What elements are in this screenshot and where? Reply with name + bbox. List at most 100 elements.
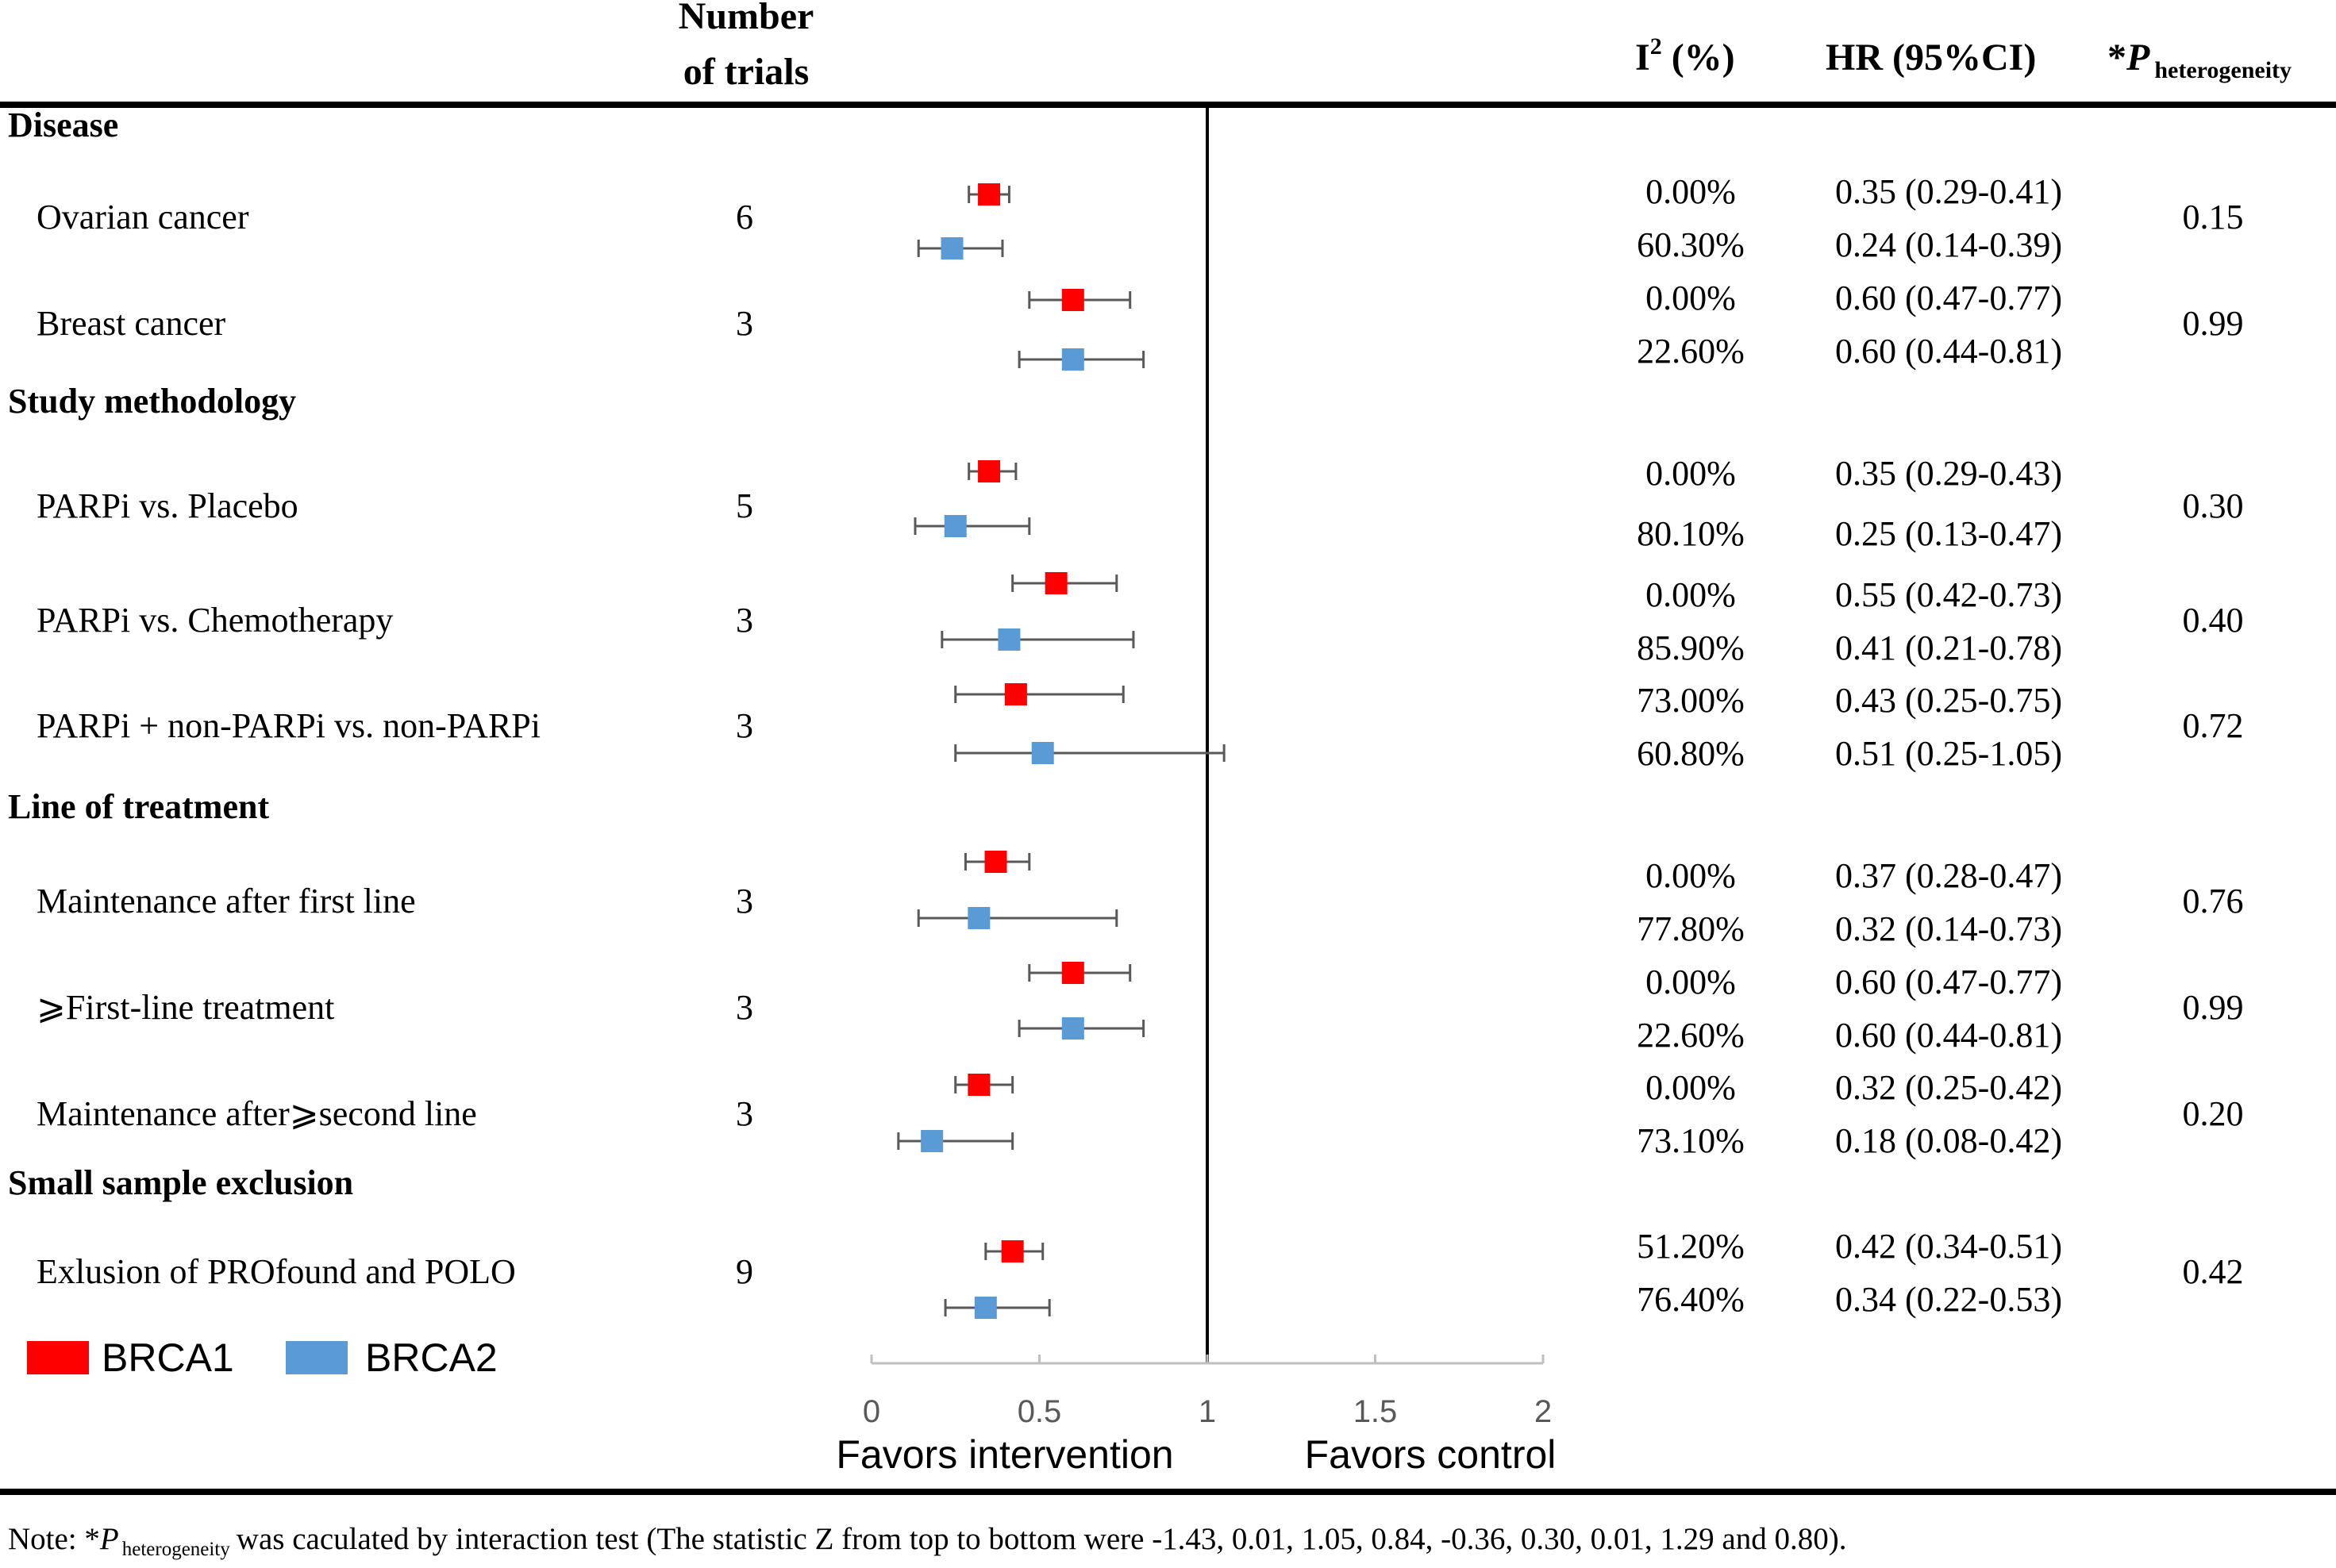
brca2-i2-value: 60.30% [1637, 225, 1745, 264]
brca2-hr-ci: 0.24 (0.14-0.39) [1835, 225, 2062, 264]
brca2-hr-marker [944, 515, 967, 537]
footnote: Note: *P heterogeneity was caculated by in… [8, 1522, 1846, 1560]
footnote-p-letter: P [99, 1522, 119, 1556]
brca2-hr-marker [1061, 1017, 1084, 1040]
brca2-hr-ci: 0.32 (0.14-0.73) [1835, 909, 2062, 948]
brca2-hr-ci: 0.41 (0.21-0.78) [1835, 628, 2062, 667]
group-heading: Study methodology [8, 382, 296, 421]
x-tick-label: 0.5 [1018, 1394, 1062, 1429]
header-i2-suffix: (%) [1662, 37, 1735, 79]
favors-control-label: Favors control [1305, 1432, 1557, 1477]
brca1-hr-marker [1001, 1240, 1024, 1262]
brca1-hr-ci: 0.37 (0.28-0.47) [1835, 856, 2062, 895]
row-p-heterogeneity: 0.99 [2183, 988, 2244, 1027]
brca2-hr-ci: 0.25 (0.13-0.47) [1835, 514, 2062, 553]
brca1-hr-marker [968, 1074, 991, 1096]
brca1-i2-value: 0.00% [1645, 279, 1736, 317]
header-p-star: * [2107, 37, 2126, 79]
row-p-heterogeneity: 0.15 [2183, 198, 2244, 236]
brca1-i2-value: 51.20% [1637, 1227, 1745, 1266]
x-tick-label: 1.5 [1353, 1394, 1398, 1429]
brca1-hr-ci: 0.60 (0.47-0.77) [1835, 963, 2062, 1001]
row-trials: 3 [736, 1094, 753, 1133]
footnote-p-subscript: heterogeneity [122, 1539, 231, 1560]
legend-brca2-label: BRCA2 [365, 1335, 498, 1380]
group-heading: Small sample exclusion [8, 1163, 353, 1202]
header-p-subscript: heterogeneity [2154, 57, 2292, 83]
brca1-hr-ci: 0.35 (0.29-0.43) [1835, 454, 2062, 493]
brca2-hr-ci: 0.60 (0.44-0.81) [1835, 332, 2062, 371]
brca1-i2-value: 73.00% [1637, 681, 1745, 720]
header-hr: HR (95%CI) [1826, 37, 2036, 79]
header-i2-letter: I [1635, 37, 1650, 79]
row-label: PARPi + non-PARPi vs. non-PARPi [37, 706, 541, 745]
brca2-hr-marker [974, 1297, 997, 1319]
row-trials: 9 [736, 1252, 753, 1291]
brca2-i2-value: 22.60% [1637, 1016, 1745, 1055]
brca2-hr-ci: 0.18 (0.08-0.42) [1835, 1121, 2062, 1160]
header-trials-line1: Number [679, 0, 814, 37]
header-i2: I2 (%) [1635, 33, 1735, 79]
brca2-i2-value: 22.60% [1637, 332, 1745, 371]
brca2-i2-value: 77.80% [1637, 909, 1745, 948]
brca1-i2-value: 0.00% [1645, 575, 1736, 614]
brca1-hr-marker [1061, 289, 1084, 311]
row-p-heterogeneity: 0.30 [2183, 486, 2244, 525]
group-heading: Disease [8, 106, 118, 144]
brca2-i2-value: 73.10% [1637, 1121, 1745, 1160]
group-heading: Line of treatment [8, 787, 269, 826]
footnote-text: was caculated by interaction test (The s… [237, 1522, 1847, 1556]
brca2-hr-marker [1031, 742, 1054, 764]
brca2-hr-marker [968, 907, 991, 929]
brca2-i2-value: 60.80% [1637, 734, 1745, 773]
x-tick-label: 1 [1199, 1394, 1216, 1429]
favors-intervention-label: Favors intervention [836, 1432, 1173, 1477]
row-p-heterogeneity: 0.40 [2183, 601, 2244, 640]
row-p-heterogeneity: 0.20 [2183, 1094, 2244, 1133]
row-label: ⩾First-line treatment [37, 988, 334, 1027]
brca1-i2-value: 0.00% [1645, 1068, 1736, 1107]
header-p-letter: P [2126, 37, 2150, 79]
row-trials: 3 [736, 706, 753, 745]
row-trials: 3 [736, 601, 753, 640]
x-tick-label: 0 [863, 1394, 880, 1429]
brca1-hr-marker [984, 851, 1007, 873]
header-p-heterogeneity: *P heterogeneity [2107, 37, 2292, 83]
legend-brca1-label: BRCA1 [102, 1335, 234, 1380]
row-p-heterogeneity: 0.72 [2183, 706, 2244, 745]
bottom-rule [0, 1489, 2336, 1495]
row-p-heterogeneity: 0.42 [2183, 1252, 2244, 1291]
forest-rows: Disease Ovarian cancer 6 0.00% 60.30% 0.35 (0… [8, 106, 2244, 1319]
legend-brca1-swatch [27, 1341, 89, 1374]
brca1-i2-value: 0.00% [1645, 856, 1736, 895]
brca2-hr-marker [1061, 348, 1084, 371]
brca2-hr-marker [998, 628, 1021, 651]
row-p-heterogeneity: 0.76 [2183, 882, 2244, 920]
footnote-prefix: Note: * [8, 1522, 100, 1556]
row-label: Maintenance after first line [37, 882, 416, 920]
row-label: Breast cancer [37, 304, 226, 343]
brca1-hr-marker [978, 183, 1001, 206]
row-label: Maintenance after⩾second line [37, 1094, 477, 1133]
brca1-i2-value: 0.00% [1645, 963, 1736, 1001]
brca1-hr-ci: 0.60 (0.47-0.77) [1835, 279, 2062, 317]
brca2-hr-ci: 0.34 (0.22-0.53) [1835, 1280, 2062, 1319]
brca1-hr-marker [1004, 683, 1027, 705]
brca1-i2-value: 0.00% [1645, 454, 1736, 493]
brca1-hr-marker [978, 460, 1001, 482]
x-axis: 0 0.5 1 1.5 2 [863, 1355, 1552, 1429]
row-p-heterogeneity: 0.99 [2183, 304, 2244, 343]
x-tick-label: 2 [1534, 1394, 1552, 1429]
brca1-hr-marker [1045, 572, 1068, 594]
brca1-hr-marker [1061, 962, 1084, 984]
brca2-hr-ci: 0.60 (0.44-0.81) [1835, 1016, 2062, 1055]
row-label: PARPi vs. Chemotherapy [37, 601, 393, 640]
row-trials: 5 [736, 486, 753, 525]
row-label: Ovarian cancer [37, 198, 249, 236]
header-trials-line2: of trials [683, 51, 810, 93]
brca1-hr-ci: 0.55 (0.42-0.73) [1835, 575, 2062, 614]
row-trials: 3 [736, 988, 753, 1027]
row-label: PARPi vs. Placebo [37, 486, 298, 525]
row-trials: 6 [736, 198, 753, 236]
